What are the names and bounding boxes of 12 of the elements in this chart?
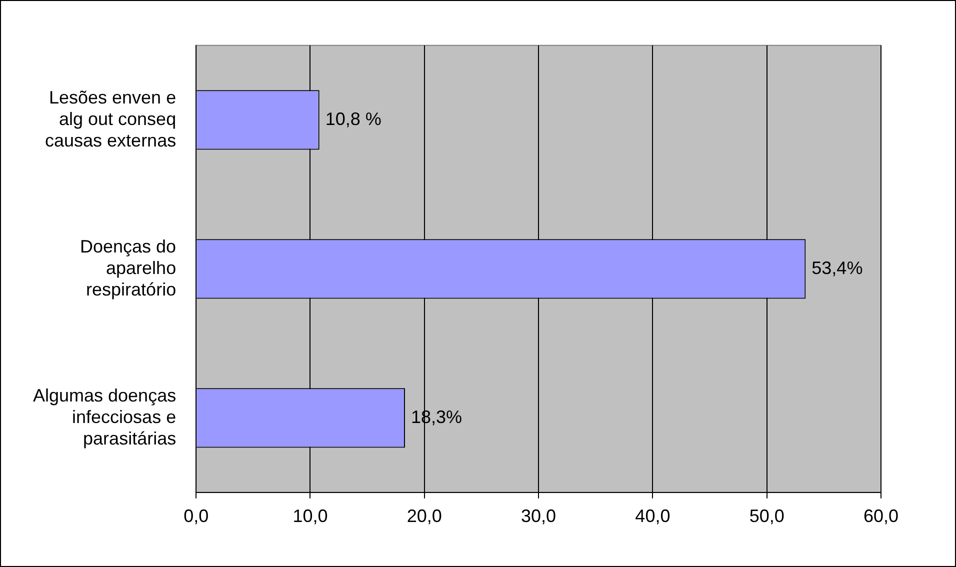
x-tick-label: 0,0 <box>184 506 209 526</box>
y-tick-label: Doenças do aparelho respiratório <box>80 236 176 300</box>
y-tick-label: Algumas doenças infecciosas e parasitárias <box>32 385 176 448</box>
x-tick-label: 20,0 <box>406 506 442 526</box>
x-tick-label: 50,0 <box>749 506 784 526</box>
x-tick-label: 10,0 <box>292 506 328 526</box>
x-tick-label: 30,0 <box>521 506 556 526</box>
x-tick-label: 40,0 <box>635 506 670 526</box>
x-tick-label: 60,0 <box>863 506 899 526</box>
data-label: 53,4% <box>812 258 863 278</box>
data-label: 10,8 % <box>325 108 382 129</box>
y-tick-label: Lesões enven e alg out conseq causas externas <box>45 87 176 150</box>
